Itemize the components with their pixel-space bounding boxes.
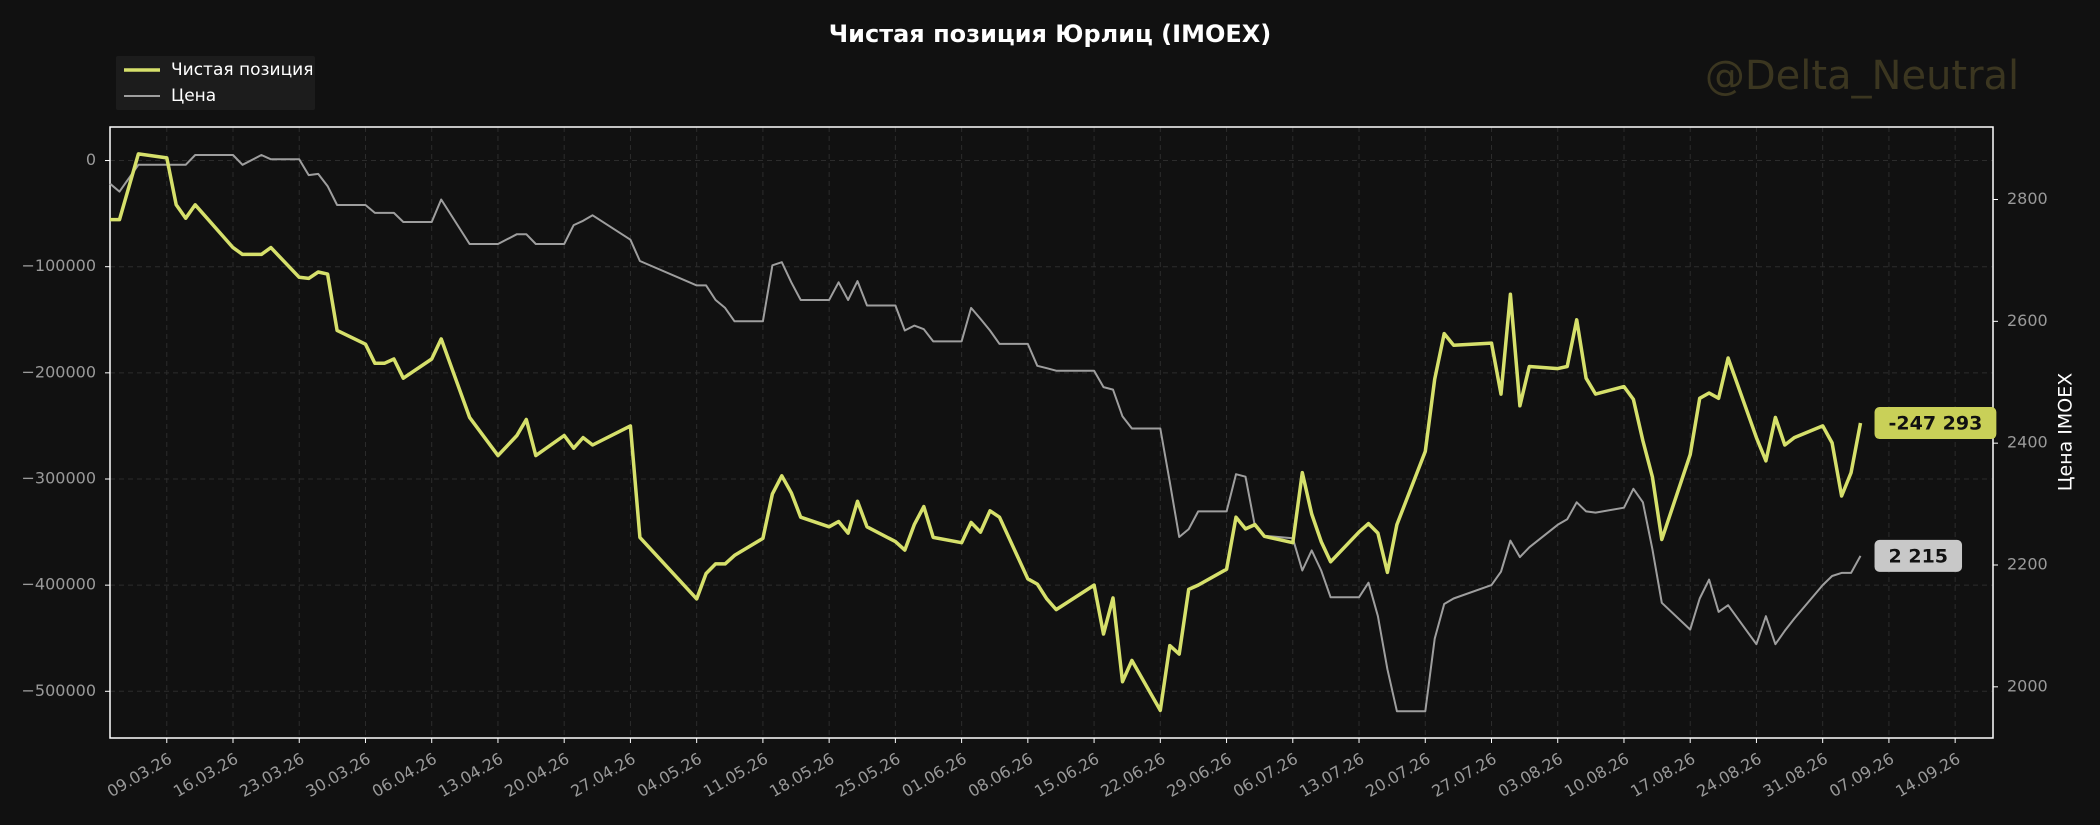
y2-tick-label: 2400 <box>2007 433 2048 452</box>
value-label: -247 293 <box>1874 407 1997 440</box>
value-label-box <box>1874 407 1997 440</box>
y2-tick-label: 2200 <box>2007 554 2048 573</box>
value-label-box <box>1874 539 1963 572</box>
legend-label: Чистая позиция <box>171 60 313 80</box>
legend: Чистая позиция Цена <box>116 56 315 110</box>
y2-tick-label: 2800 <box>2007 189 2048 208</box>
y2-tick-label: 2000 <box>2007 676 2048 695</box>
legend-box <box>116 56 315 110</box>
y-tick-label: −500000 <box>22 681 96 700</box>
y-tick-label: −200000 <box>22 362 96 381</box>
legend-label: Цена <box>171 86 216 106</box>
y2-axis-label: Цена IMOEX <box>2055 373 2077 492</box>
chart-title: Чистая позиция Юрлиц (IMOEX) <box>829 20 1271 48</box>
watermark: @Delta_Neutral <box>1705 53 2019 99</box>
value-label-text: 2 215 <box>1889 545 1949 567</box>
series-line <box>110 152 1863 713</box>
series-line <box>109 154 1862 713</box>
y-tick-label: −400000 <box>22 575 96 594</box>
y-tick-label: 0 <box>86 150 96 169</box>
y-tick-label: −100000 <box>22 256 96 275</box>
value-label-text: -247 293 <box>1889 413 1983 435</box>
y2-tick-label: 2600 <box>2007 311 2048 330</box>
y-tick-label: −300000 <box>22 468 96 487</box>
value-label: 2 215 <box>1874 539 1963 572</box>
